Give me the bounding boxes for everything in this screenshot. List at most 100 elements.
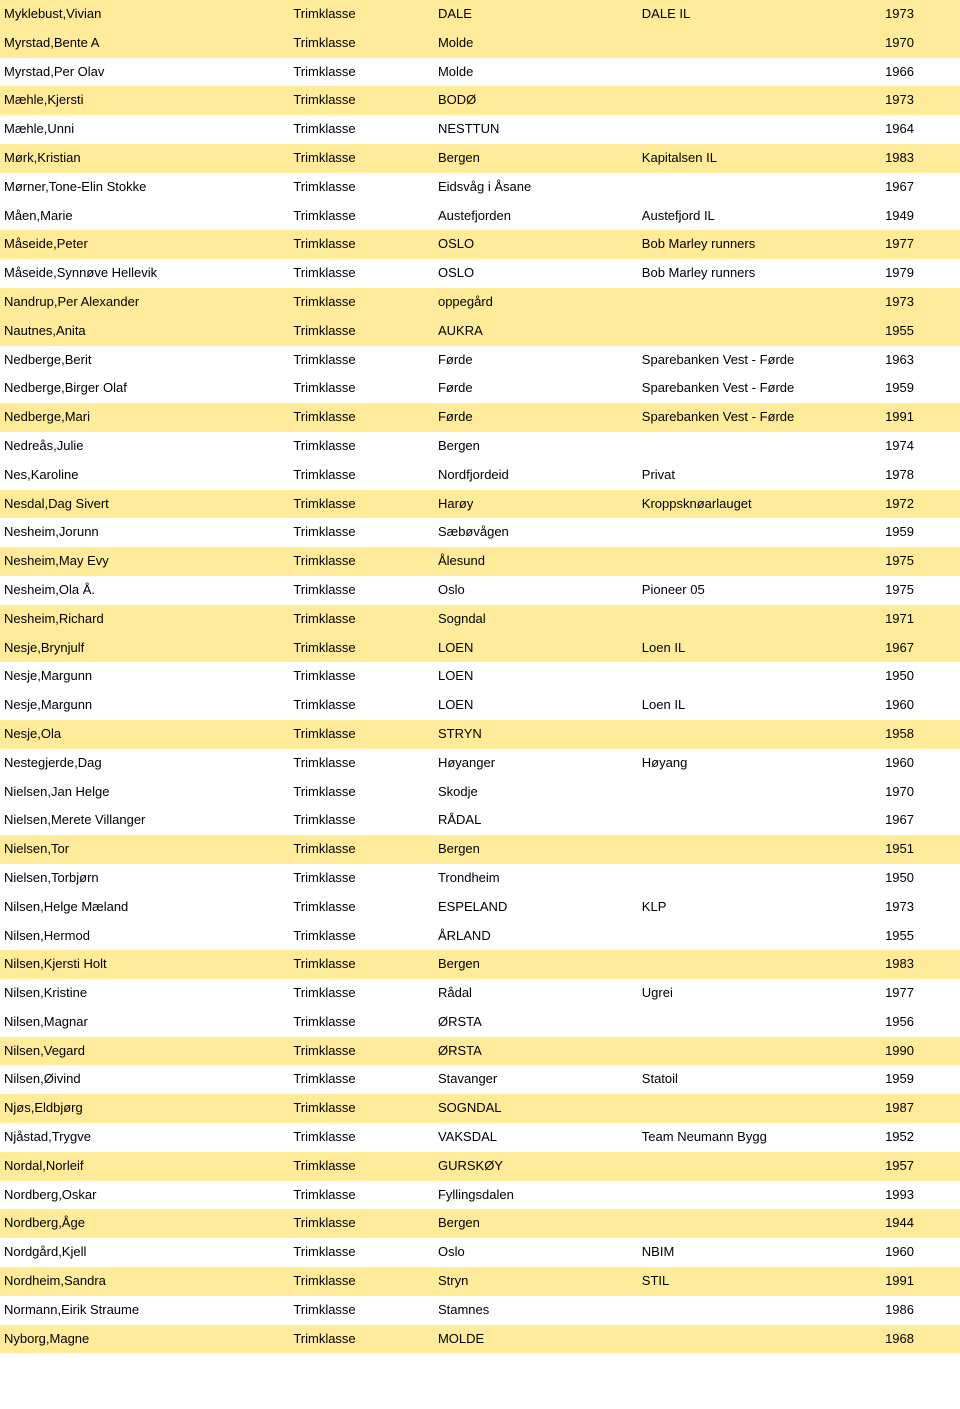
cell-year: 1978 bbox=[881, 461, 960, 490]
cell-club: Kroppsknøarlauget bbox=[638, 490, 881, 519]
cell-name: Nesheim,May Evy bbox=[0, 547, 289, 576]
cell-year: 1960 bbox=[881, 1238, 960, 1267]
table-row: Nandrup,Per AlexanderTrimklasseoppegård1… bbox=[0, 288, 960, 317]
cell-class: Trimklasse bbox=[289, 115, 434, 144]
cell-year: 1949 bbox=[881, 202, 960, 231]
cell-place: STRYN bbox=[434, 720, 638, 749]
cell-place: Oslo bbox=[434, 1238, 638, 1267]
cell-name: Nedberge,Birger Olaf bbox=[0, 374, 289, 403]
cell-place: MOLDE bbox=[434, 1325, 638, 1354]
cell-year: 1973 bbox=[881, 288, 960, 317]
cell-place: Harøy bbox=[434, 490, 638, 519]
cell-club: Bob Marley runners bbox=[638, 230, 881, 259]
cell-name: Nielsen,Merete Villanger bbox=[0, 806, 289, 835]
cell-club bbox=[638, 1296, 881, 1325]
table-row: Myrstad,Bente ATrimklasseMolde1970 bbox=[0, 29, 960, 58]
cell-place: Bergen bbox=[434, 835, 638, 864]
cell-year: 1951 bbox=[881, 835, 960, 864]
table-row: Nesheim,RichardTrimklasseSogndal1971 bbox=[0, 605, 960, 634]
cell-place: Austefjorden bbox=[434, 202, 638, 231]
cell-place: Fyllingsdalen bbox=[434, 1181, 638, 1210]
cell-place: Sæbøvågen bbox=[434, 518, 638, 547]
cell-place: RÅDAL bbox=[434, 806, 638, 835]
cell-year: 1955 bbox=[881, 922, 960, 951]
cell-class: Trimklasse bbox=[289, 346, 434, 375]
cell-class: Trimklasse bbox=[289, 0, 434, 29]
cell-place: NESTTUN bbox=[434, 115, 638, 144]
cell-place: AUKRA bbox=[434, 317, 638, 346]
cell-name: Nesje,Ola bbox=[0, 720, 289, 749]
cell-name: Nedberge,Mari bbox=[0, 403, 289, 432]
cell-place: Skodje bbox=[434, 778, 638, 807]
cell-class: Trimklasse bbox=[289, 259, 434, 288]
cell-year: 1959 bbox=[881, 1065, 960, 1094]
cell-year: 1957 bbox=[881, 1152, 960, 1181]
cell-year: 1987 bbox=[881, 1094, 960, 1123]
cell-club bbox=[638, 288, 881, 317]
cell-name: Normann,Eirik Straume bbox=[0, 1296, 289, 1325]
cell-class: Trimklasse bbox=[289, 576, 434, 605]
cell-club bbox=[638, 1094, 881, 1123]
cell-year: 1966 bbox=[881, 58, 960, 87]
cell-class: Trimklasse bbox=[289, 634, 434, 663]
cell-name: Nesdal,Dag Sivert bbox=[0, 490, 289, 519]
cell-club: Austefjord IL bbox=[638, 202, 881, 231]
table-row: Mørner,Tone-Elin StokkeTrimklasseEidsvåg… bbox=[0, 173, 960, 202]
table-row: Nilsen,MagnarTrimklasseØRSTA1956 bbox=[0, 1008, 960, 1037]
table-row: Nyborg,MagneTrimklasseMOLDE1968 bbox=[0, 1325, 960, 1354]
cell-class: Trimklasse bbox=[289, 317, 434, 346]
cell-place: LOEN bbox=[434, 634, 638, 663]
cell-club bbox=[638, 115, 881, 144]
cell-year: 1991 bbox=[881, 403, 960, 432]
cell-class: Trimklasse bbox=[289, 518, 434, 547]
cell-place: OSLO bbox=[434, 230, 638, 259]
cell-class: Trimklasse bbox=[289, 374, 434, 403]
cell-club: Høyang bbox=[638, 749, 881, 778]
cell-club bbox=[638, 864, 881, 893]
cell-year: 1973 bbox=[881, 893, 960, 922]
cell-class: Trimklasse bbox=[289, 547, 434, 576]
cell-place: Høyanger bbox=[434, 749, 638, 778]
table-row: Måseide,Synnøve HellevikTrimklasseOSLOBo… bbox=[0, 259, 960, 288]
cell-club bbox=[638, 29, 881, 58]
cell-place: Eidsvåg i Åsane bbox=[434, 173, 638, 202]
cell-name: Nedreås,Julie bbox=[0, 432, 289, 461]
cell-year: 1991 bbox=[881, 1267, 960, 1296]
cell-club: DALE IL bbox=[638, 0, 881, 29]
cell-place: Førde bbox=[434, 346, 638, 375]
cell-place: ØRSTA bbox=[434, 1008, 638, 1037]
cell-club bbox=[638, 1037, 881, 1066]
cell-name: Nilsen,Øivind bbox=[0, 1065, 289, 1094]
table-row: Myrstad,Per OlavTrimklasseMolde1966 bbox=[0, 58, 960, 87]
cell-place: Sogndal bbox=[434, 605, 638, 634]
table-row: Nordberg,ÅgeTrimklasseBergen1944 bbox=[0, 1209, 960, 1238]
table-row: Nilsen,VegardTrimklasseØRSTA1990 bbox=[0, 1037, 960, 1066]
cell-year: 1979 bbox=[881, 259, 960, 288]
cell-year: 1960 bbox=[881, 691, 960, 720]
cell-place: ØRSTA bbox=[434, 1037, 638, 1066]
table-row: Nielsen,Jan HelgeTrimklasseSkodje1970 bbox=[0, 778, 960, 807]
cell-place: Ålesund bbox=[434, 547, 638, 576]
cell-club bbox=[638, 605, 881, 634]
cell-name: Nesheim,Richard bbox=[0, 605, 289, 634]
cell-place: Stamnes bbox=[434, 1296, 638, 1325]
cell-class: Trimklasse bbox=[289, 403, 434, 432]
table-row: Nesheim,JorunnTrimklasseSæbøvågen1959 bbox=[0, 518, 960, 547]
table-row: Nedberge,Birger OlafTrimklasseFørdeSpare… bbox=[0, 374, 960, 403]
cell-year: 1977 bbox=[881, 230, 960, 259]
cell-class: Trimklasse bbox=[289, 806, 434, 835]
cell-class: Trimklasse bbox=[289, 835, 434, 864]
table-row: Nautnes,AnitaTrimklasseAUKRA1955 bbox=[0, 317, 960, 346]
cell-name: Mæhle,Unni bbox=[0, 115, 289, 144]
cell-club bbox=[638, 662, 881, 691]
cell-name: Nilsen,Helge Mæland bbox=[0, 893, 289, 922]
cell-club: Sparebanken Vest - Førde bbox=[638, 403, 881, 432]
cell-year: 1975 bbox=[881, 576, 960, 605]
cell-year: 1956 bbox=[881, 1008, 960, 1037]
cell-club bbox=[638, 518, 881, 547]
participants-table: Myklebust,VivianTrimklasseDALEDALE IL197… bbox=[0, 0, 960, 1353]
table-row: Nedberge,BeritTrimklasseFørdeSparebanken… bbox=[0, 346, 960, 375]
cell-class: Trimklasse bbox=[289, 1325, 434, 1354]
cell-name: Nesje,Brynjulf bbox=[0, 634, 289, 663]
cell-class: Trimklasse bbox=[289, 864, 434, 893]
